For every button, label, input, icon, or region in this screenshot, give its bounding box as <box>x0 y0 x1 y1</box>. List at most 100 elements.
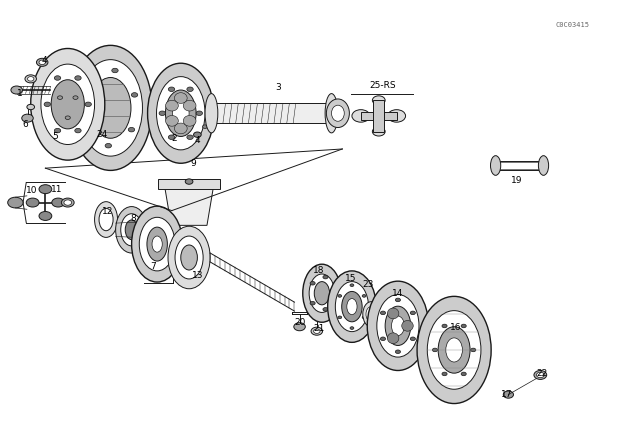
Circle shape <box>323 276 328 279</box>
Text: 1: 1 <box>17 89 23 98</box>
Ellipse shape <box>402 320 413 331</box>
Circle shape <box>350 327 354 329</box>
Text: 13: 13 <box>191 271 203 280</box>
Ellipse shape <box>326 99 349 128</box>
Circle shape <box>338 316 342 319</box>
Circle shape <box>294 323 305 331</box>
Ellipse shape <box>303 264 341 322</box>
Circle shape <box>65 116 70 120</box>
Ellipse shape <box>347 298 357 314</box>
Circle shape <box>362 316 366 319</box>
Circle shape <box>75 129 81 133</box>
Circle shape <box>536 372 544 378</box>
Circle shape <box>461 372 467 376</box>
Ellipse shape <box>140 217 175 271</box>
Ellipse shape <box>377 295 419 357</box>
Ellipse shape <box>116 207 148 253</box>
Ellipse shape <box>51 80 84 129</box>
Circle shape <box>159 111 166 116</box>
Circle shape <box>61 198 74 207</box>
Ellipse shape <box>367 281 429 370</box>
Text: 10: 10 <box>26 186 37 195</box>
Circle shape <box>362 295 366 297</box>
Bar <box>361 112 397 120</box>
Ellipse shape <box>166 116 179 126</box>
Circle shape <box>350 284 354 287</box>
Circle shape <box>25 75 36 83</box>
Ellipse shape <box>173 101 189 126</box>
Circle shape <box>380 337 385 340</box>
Text: 24: 24 <box>96 130 108 139</box>
Ellipse shape <box>99 208 113 231</box>
Text: 5: 5 <box>52 133 58 142</box>
Text: 23: 23 <box>363 280 374 289</box>
Circle shape <box>27 104 35 110</box>
Circle shape <box>193 132 201 138</box>
Ellipse shape <box>417 296 491 404</box>
Text: 2: 2 <box>172 134 177 143</box>
Text: 14: 14 <box>392 289 404 298</box>
Ellipse shape <box>392 316 404 336</box>
Ellipse shape <box>41 64 95 145</box>
Circle shape <box>187 87 193 91</box>
Ellipse shape <box>166 90 196 137</box>
Bar <box>159 179 220 189</box>
Text: 21: 21 <box>313 324 324 333</box>
Ellipse shape <box>428 310 481 389</box>
Bar <box>211 103 332 123</box>
Circle shape <box>310 302 315 305</box>
Ellipse shape <box>490 155 500 175</box>
Ellipse shape <box>538 155 548 175</box>
Circle shape <box>112 68 118 73</box>
Polygon shape <box>165 187 213 225</box>
Text: 4: 4 <box>42 56 47 65</box>
Bar <box>497 162 541 169</box>
Circle shape <box>8 197 23 208</box>
Text: 25-RS: 25-RS <box>369 81 396 90</box>
Ellipse shape <box>387 333 399 344</box>
Circle shape <box>372 127 385 136</box>
Circle shape <box>39 185 52 194</box>
Ellipse shape <box>148 63 214 163</box>
Bar <box>495 160 543 170</box>
Text: 18: 18 <box>313 267 324 276</box>
Circle shape <box>128 127 134 132</box>
Text: 20: 20 <box>294 318 305 327</box>
Circle shape <box>75 76 81 80</box>
Circle shape <box>442 372 447 376</box>
Ellipse shape <box>183 100 196 111</box>
Circle shape <box>396 350 401 353</box>
Circle shape <box>388 110 406 122</box>
Circle shape <box>54 76 61 80</box>
Ellipse shape <box>335 282 369 332</box>
Circle shape <box>410 337 415 340</box>
Ellipse shape <box>387 308 399 319</box>
Ellipse shape <box>90 78 131 138</box>
Circle shape <box>22 114 33 122</box>
Ellipse shape <box>363 302 380 327</box>
Ellipse shape <box>95 202 118 237</box>
Text: C0C03415: C0C03415 <box>556 22 589 28</box>
Circle shape <box>534 370 547 379</box>
Circle shape <box>131 93 138 97</box>
Text: 4: 4 <box>195 136 200 145</box>
Ellipse shape <box>180 245 197 270</box>
Circle shape <box>39 60 45 65</box>
Ellipse shape <box>31 48 105 160</box>
Circle shape <box>442 324 447 328</box>
Circle shape <box>73 96 78 99</box>
Circle shape <box>187 135 193 139</box>
Circle shape <box>26 198 39 207</box>
Circle shape <box>28 77 34 81</box>
Circle shape <box>64 200 72 205</box>
Ellipse shape <box>446 338 463 362</box>
Bar <box>373 100 385 132</box>
Circle shape <box>185 179 193 184</box>
Ellipse shape <box>205 94 218 133</box>
Ellipse shape <box>385 306 411 345</box>
Circle shape <box>461 324 467 328</box>
Ellipse shape <box>328 271 376 342</box>
Circle shape <box>58 96 63 99</box>
Text: 22: 22 <box>536 369 548 378</box>
Ellipse shape <box>152 236 163 252</box>
